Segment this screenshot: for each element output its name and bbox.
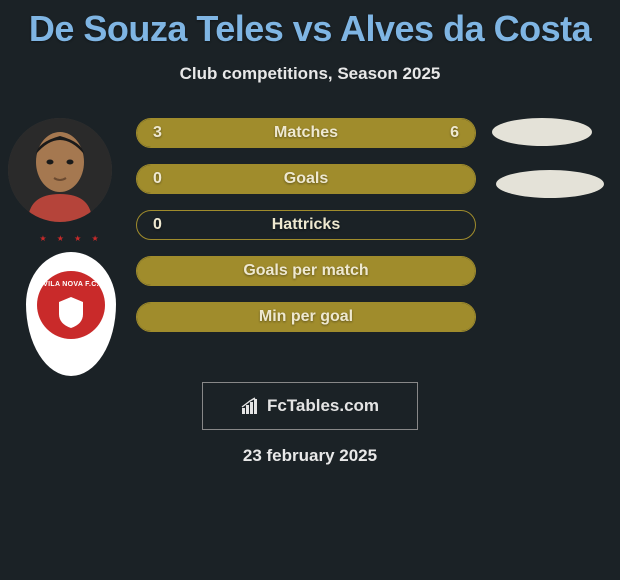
club-stars-icon: ★ ★ ★ ★ (26, 234, 116, 243)
stat-value-right: 6 (450, 119, 459, 147)
stat-row: Hattricks0 (136, 210, 476, 240)
subtitle: Club competitions, Season 2025 (0, 64, 620, 84)
stat-row: Matches3 6 (136, 118, 476, 148)
stat-value-left: 3 (153, 119, 162, 147)
stat-value-left: 0 (153, 165, 162, 193)
club-inner-shield-icon (56, 295, 86, 329)
club-shield-icon: VILA NOVA F.C. (37, 271, 105, 339)
stat-row: Goals0 (136, 164, 476, 194)
player1-club-badge: ★ ★ ★ ★ VILA NOVA F.C. (26, 252, 116, 376)
stat-label: Goals per match (137, 257, 475, 285)
stat-row: Goals per match (136, 256, 476, 286)
stat-label: Goals (137, 165, 475, 193)
brand-logo: FcTables.com (241, 396, 379, 416)
comparison-widget: De Souza Teles vs Alves da Costa Club co… (0, 0, 620, 466)
bars-icon (241, 397, 263, 415)
player2-avatar (492, 118, 592, 146)
stat-label: Matches (137, 119, 475, 147)
stat-label: Min per goal (137, 303, 475, 331)
stats-area: ★ ★ ★ ★ VILA NOVA F.C. Matches36Goals0Ha… (0, 118, 620, 378)
brand-box[interactable]: FcTables.com (202, 382, 418, 430)
stat-bars: Matches36Goals0Hattricks0Goals per match… (136, 118, 476, 348)
stat-value-left: 0 (153, 211, 162, 239)
stat-row: Min per goal (136, 302, 476, 332)
footer-date: 23 february 2025 (0, 446, 620, 466)
player1-avatar (8, 118, 112, 222)
brand-text: FcTables.com (267, 396, 379, 416)
club-name: VILA NOVA F.C. (37, 281, 105, 288)
page-title: De Souza Teles vs Alves da Costa (0, 0, 620, 50)
player2-club-badge (496, 170, 604, 198)
player1-face-icon (8, 118, 112, 222)
stat-label: Hattricks (137, 211, 475, 239)
